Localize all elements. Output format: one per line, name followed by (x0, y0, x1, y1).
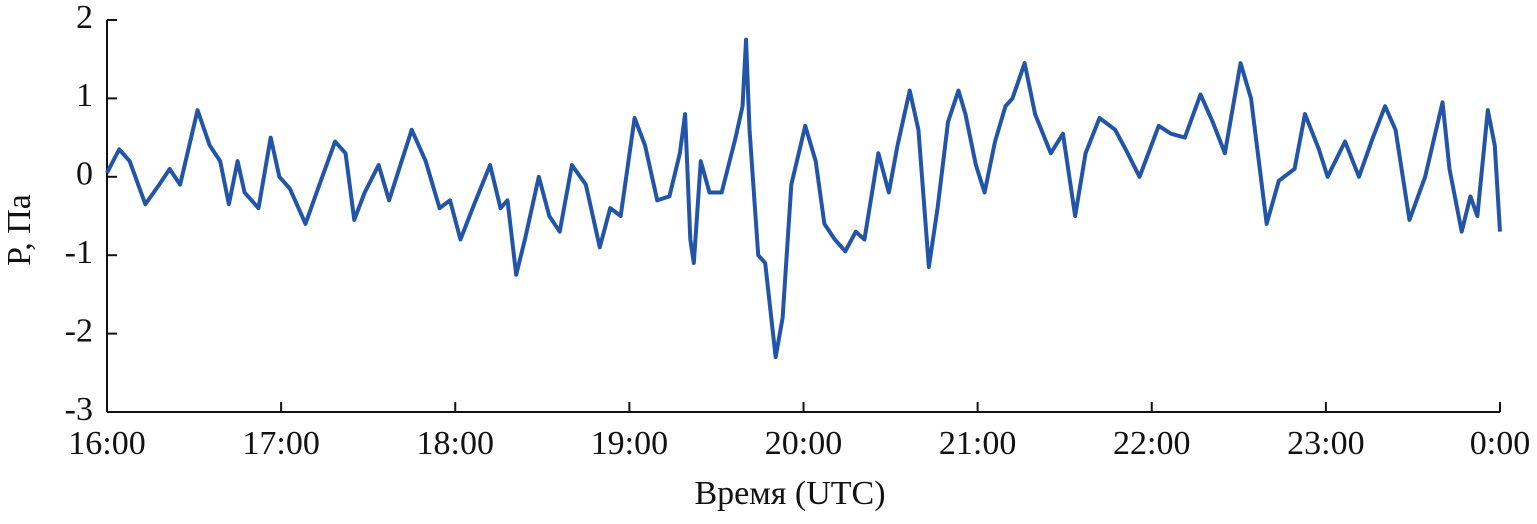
x-tick-label: 16:00 (68, 425, 145, 462)
x-axis-title: Время (UTC) (694, 475, 885, 512)
x-tick-label: 17:00 (242, 425, 319, 462)
x-tick-label: 20:00 (765, 425, 842, 462)
x-tick-label: 19:00 (591, 425, 668, 462)
y-tick-label: -2 (65, 312, 93, 349)
x-tick-label: 21:00 (939, 425, 1016, 462)
y-tick-label: -1 (65, 234, 93, 271)
x-tick-label: 18:00 (417, 425, 494, 462)
x-tick-label: 0:00 (1470, 425, 1530, 462)
y-tick-label: 1 (76, 77, 93, 114)
data-line (105, 37, 1502, 360)
y-tick-label: -3 (65, 391, 93, 428)
y-axis-title: P, Па (1, 194, 38, 266)
x-tick-label: 23:00 (1287, 425, 1364, 462)
x-tick-label: 22:00 (1113, 425, 1190, 462)
y-tick-label: 0 (76, 156, 93, 193)
y-tick-label: 2 (76, 0, 93, 36)
